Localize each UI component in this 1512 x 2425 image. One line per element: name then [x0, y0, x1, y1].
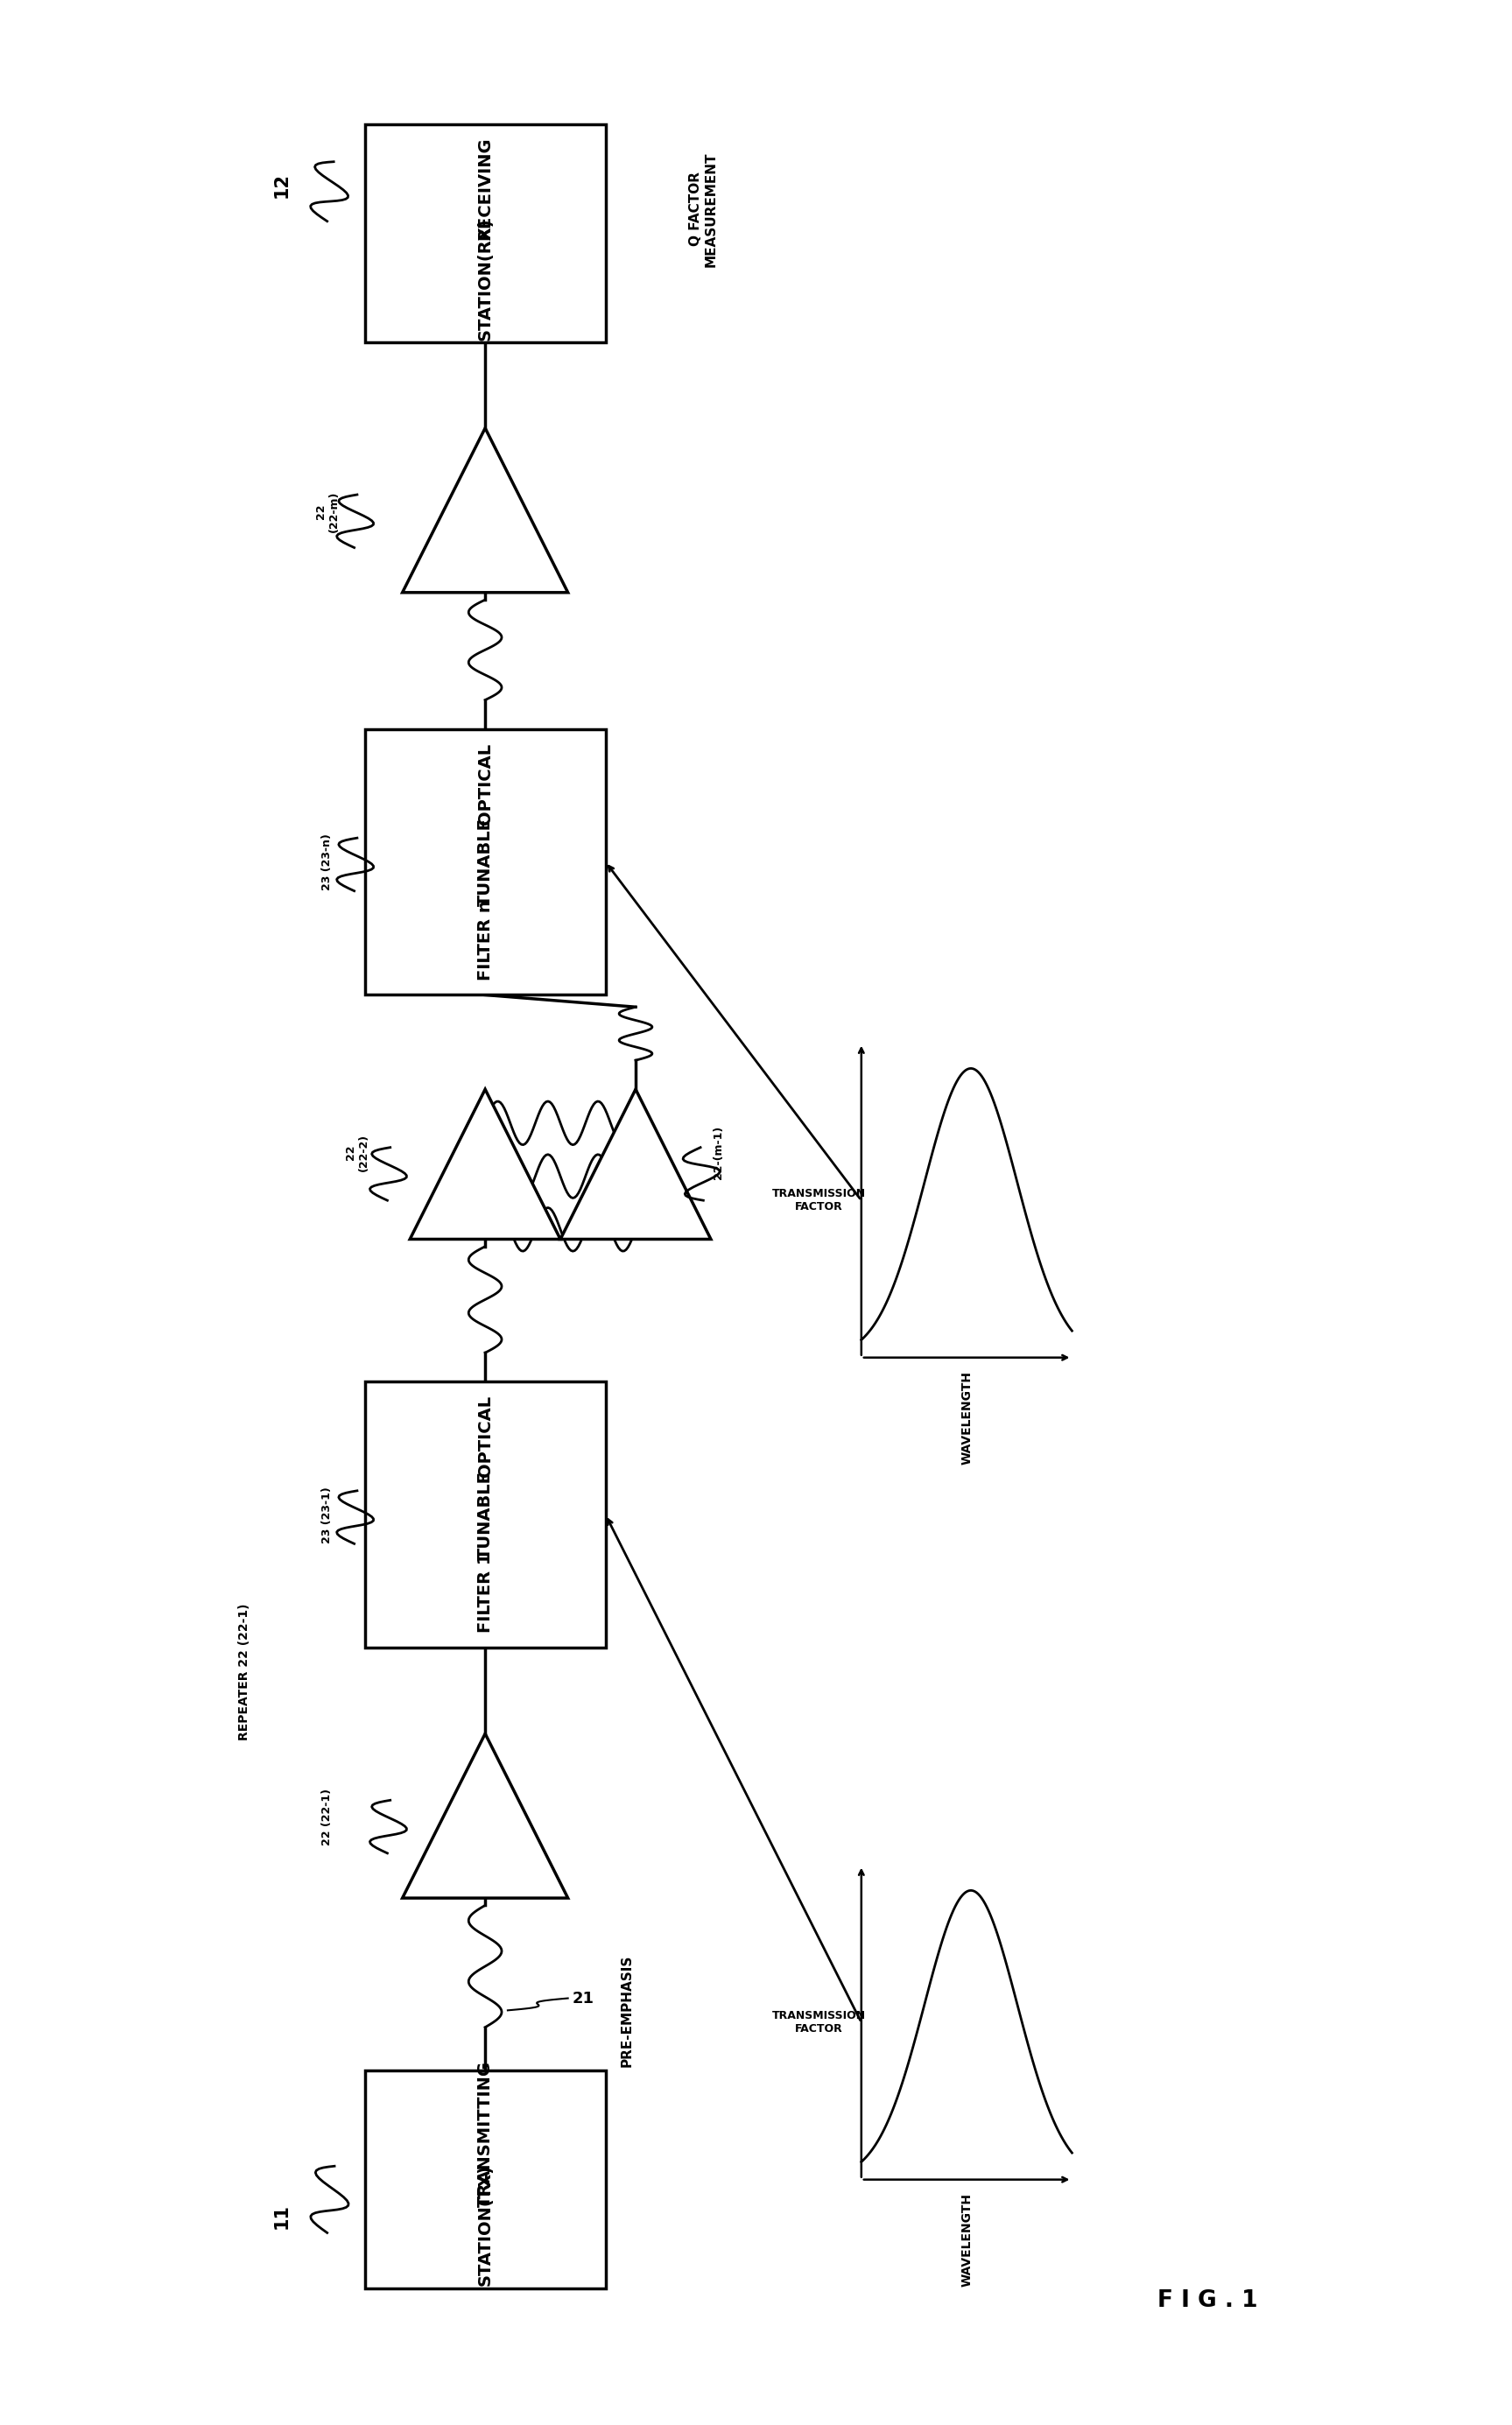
Text: 22
(22-2): 22 (22-2) [345, 1132, 369, 1171]
Text: 22 (22-1): 22 (22-1) [322, 1790, 333, 1845]
Text: OPTICAL: OPTICAL [476, 1397, 493, 1477]
Text: WAVELENGTH: WAVELENGTH [960, 2192, 972, 2287]
Text: STATION(TX): STATION(TX) [476, 2163, 493, 2287]
Text: 22
(22-m): 22 (22-m) [314, 490, 339, 531]
Text: STATION(RX): STATION(RX) [476, 218, 493, 340]
Polygon shape [561, 1089, 711, 1239]
Polygon shape [402, 429, 569, 592]
Text: 11: 11 [274, 2204, 290, 2229]
Text: RECEIVING: RECEIVING [476, 136, 493, 240]
Text: OPTICAL: OPTICAL [476, 742, 493, 825]
Text: 23 (23-1): 23 (23-1) [322, 1487, 333, 1542]
Text: 21: 21 [572, 1991, 594, 2005]
Polygon shape [410, 1089, 561, 1239]
Bar [364, 730, 605, 994]
Text: 23 (23-n): 23 (23-n) [322, 834, 333, 890]
Text: FILTER n: FILTER n [476, 900, 493, 980]
Text: Q FACTOR
MEASUREMENT: Q FACTOR MEASUREMENT [689, 153, 718, 267]
Text: 22-(m-1): 22-(m-1) [712, 1125, 724, 1179]
Bar [364, 1382, 605, 1647]
Bar [364, 2071, 605, 2289]
Text: TRANSMITTING: TRANSMITTING [476, 2061, 493, 2207]
Bar [364, 124, 605, 342]
Text: REPEATER 22 (22-1): REPEATER 22 (22-1) [239, 1603, 251, 1741]
Text: TUNABLE: TUNABLE [476, 1470, 493, 1559]
Text: F I G . 1: F I G . 1 [1157, 2289, 1258, 2311]
Polygon shape [402, 1734, 569, 1899]
Text: 12: 12 [274, 172, 290, 199]
Text: TUNABLE: TUNABLE [476, 817, 493, 907]
Text: PRE-EMPHASIS: PRE-EMPHASIS [620, 1955, 634, 2066]
Text: TRANSMISSION
FACTOR: TRANSMISSION FACTOR [773, 1188, 866, 1212]
Text: FILTER 1: FILTER 1 [476, 1552, 493, 1632]
Text: WAVELENGTH: WAVELENGTH [960, 1370, 972, 1465]
Text: TRANSMISSION
FACTOR: TRANSMISSION FACTOR [773, 2010, 866, 2035]
